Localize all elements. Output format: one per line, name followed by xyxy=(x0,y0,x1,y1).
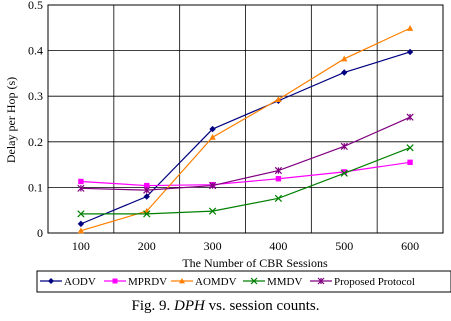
grid-lines xyxy=(48,5,443,233)
data-point xyxy=(407,159,413,166)
legend-entry: MPRDV xyxy=(104,276,167,288)
series-line xyxy=(80,161,411,187)
x-axis-title: The Number of CBR Sessions xyxy=(182,256,328,270)
y-tick-label: 0.4 xyxy=(28,44,43,58)
series-line xyxy=(80,147,411,215)
data-point xyxy=(48,278,54,284)
data-point xyxy=(143,186,151,194)
data-point xyxy=(340,169,348,177)
data-point xyxy=(317,277,325,285)
data-point xyxy=(77,210,85,218)
data-point xyxy=(274,166,283,175)
data-point xyxy=(209,134,216,140)
legend-label: AODV xyxy=(64,276,96,288)
legend-label: MMDV xyxy=(267,276,303,288)
series-layer xyxy=(77,25,414,234)
x-tick-label: 400 xyxy=(269,239,287,253)
y-axis-title: Delay per Hop (s) xyxy=(4,77,18,163)
data-point xyxy=(341,55,348,62)
legend-label: MPRDV xyxy=(128,276,167,288)
data-point xyxy=(143,193,150,200)
y-tick-label: 0.2 xyxy=(28,135,43,149)
data-point xyxy=(78,178,84,185)
data-point xyxy=(208,181,217,190)
data-point xyxy=(341,169,347,175)
caption-prefix: Fig. 9. xyxy=(131,298,175,314)
legend: AODV MPRDV AOMDV MMDV Proposed Protocol xyxy=(40,276,415,288)
caption-suffix: vs. session counts. xyxy=(204,298,320,314)
series-line xyxy=(80,116,411,191)
x-tick-label: 500 xyxy=(335,239,353,253)
series-mmdv xyxy=(77,144,414,218)
series-proposed-protocol xyxy=(77,113,414,194)
x-tick-label: 300 xyxy=(204,239,222,253)
data-point xyxy=(77,220,85,228)
y-tick-label: 0.5 xyxy=(28,0,43,12)
data-point xyxy=(77,184,85,192)
data-point xyxy=(406,113,414,121)
data-point xyxy=(275,176,282,182)
data-point xyxy=(406,25,414,31)
data-point xyxy=(274,194,283,202)
caption-term: DPH xyxy=(174,298,205,314)
data-point xyxy=(341,69,348,76)
legend-entry: AOMDV xyxy=(171,276,237,288)
data-point xyxy=(250,277,258,285)
data-point xyxy=(406,144,414,152)
legend-entry: AODV xyxy=(40,276,96,288)
legend-label: Proposed Protocol xyxy=(334,276,415,288)
data-point xyxy=(208,207,217,215)
data-point xyxy=(406,48,414,56)
y-axis-ticks: 0 0.1 0.2 0.3 0.4 0.5 xyxy=(28,0,43,240)
series-line xyxy=(80,51,411,225)
plot-frame xyxy=(47,4,444,234)
data-point xyxy=(275,96,282,102)
legend-entry: Proposed Protocol xyxy=(310,276,415,288)
y-tick-label: 0 xyxy=(37,226,43,240)
x-tick-label: 200 xyxy=(138,239,156,253)
x-tick-label: 600 xyxy=(401,239,419,253)
data-point xyxy=(144,182,150,189)
y-tick-label: 0.3 xyxy=(28,89,43,103)
data-point xyxy=(143,210,151,218)
x-tick-label: 100 xyxy=(72,239,90,253)
y-tick-label: 0.1 xyxy=(28,180,43,194)
legend-entry: MMDV xyxy=(243,276,303,288)
legend-label: AOMDV xyxy=(195,276,237,288)
data-point xyxy=(209,125,216,133)
data-point xyxy=(112,278,118,284)
data-point xyxy=(179,278,185,284)
data-point xyxy=(340,142,348,150)
data-point xyxy=(77,227,85,234)
x-axis-ticks: 100 200 300 400 500 600 xyxy=(72,239,419,253)
figure-caption: Fig. 9. DPH vs. session counts. xyxy=(0,298,451,315)
